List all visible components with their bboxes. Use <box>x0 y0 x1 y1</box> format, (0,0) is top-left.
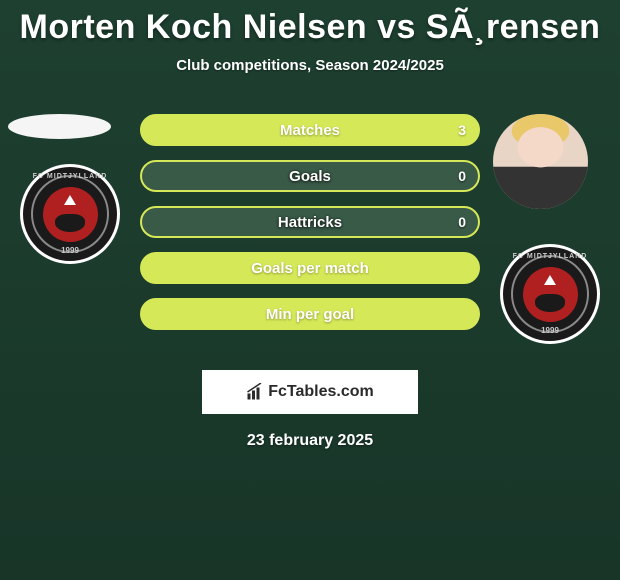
stat-value-right: 0 <box>458 214 466 230</box>
club-crest-icon: FC MIDTJYLLAND 1999 <box>500 244 600 344</box>
stat-label: Matches <box>280 122 340 139</box>
page-title: Morten Koch Nielsen vs SÃ¸rensen <box>0 8 620 47</box>
player-face-icon <box>493 114 588 209</box>
club-crest-icon: FC MIDTJYLLAND 1999 <box>20 164 120 264</box>
stat-label: Hattricks <box>278 214 342 231</box>
stat-row: Matches 3 <box>140 114 480 146</box>
brand-badge: FcTables.com <box>202 370 418 414</box>
wolf-icon <box>43 187 98 242</box>
stat-row: Goals per match <box>140 252 480 284</box>
stats-area: FC MIDTJYLLAND 1999 FC MIDTJYLLAND 1999 … <box>0 114 620 364</box>
stat-value-right: 3 <box>458 122 466 138</box>
comparison-card: Morten Koch Nielsen vs SÃ¸rensen Club co… <box>0 0 620 450</box>
stat-label: Goals <box>289 168 331 185</box>
player-left-photo <box>8 114 111 139</box>
player-right-photo <box>493 114 588 209</box>
club-year: 1999 <box>503 326 597 335</box>
bar-chart-icon <box>246 383 264 401</box>
brand-text: FcTables.com <box>268 383 374 401</box>
stat-label: Min per goal <box>266 306 354 323</box>
subtitle: Club competitions, Season 2024/2025 <box>0 57 620 74</box>
wolf-icon <box>523 267 578 322</box>
stat-value-right: 0 <box>458 168 466 184</box>
club-badge-left: FC MIDTJYLLAND 1999 <box>20 164 120 264</box>
date-label: 23 february 2025 <box>0 432 620 450</box>
club-name-top: FC MIDTJYLLAND <box>23 173 117 180</box>
stat-label: Goals per match <box>251 260 369 277</box>
stat-row: Min per goal <box>140 298 480 330</box>
stat-row: Hattricks 0 <box>140 206 480 238</box>
club-year: 1999 <box>23 246 117 255</box>
club-badge-right: FC MIDTJYLLAND 1999 <box>500 244 600 344</box>
club-name-top: FC MIDTJYLLAND <box>503 253 597 260</box>
stat-bars: Matches 3 Goals 0 Hattricks 0 Goals per match M… <box>140 114 480 344</box>
stat-row: Goals 0 <box>140 160 480 192</box>
